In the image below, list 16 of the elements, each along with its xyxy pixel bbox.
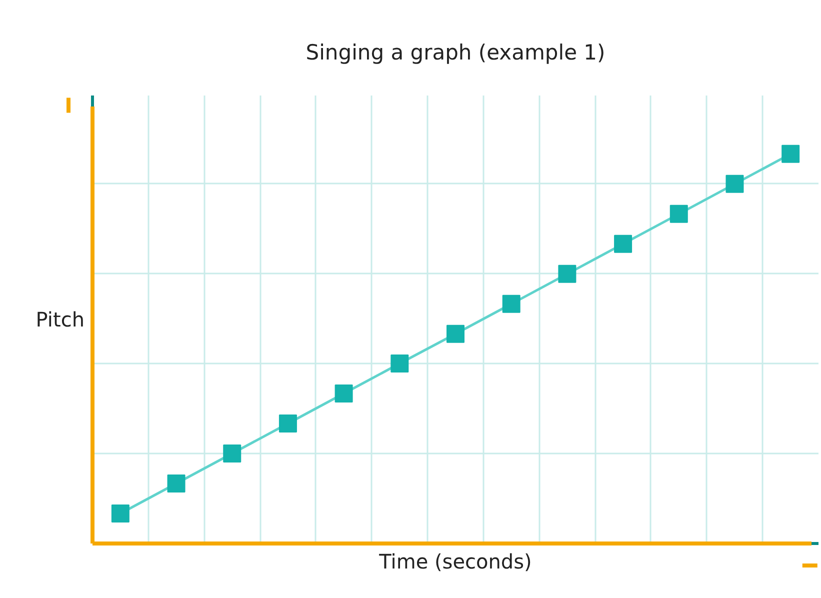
point <box>446 324 464 343</box>
point <box>390 354 409 373</box>
point <box>502 294 520 313</box>
point <box>670 204 688 223</box>
point <box>334 384 353 403</box>
x-axis-title: Time (seconds) <box>378 550 532 574</box>
point <box>558 264 576 283</box>
point <box>726 174 744 193</box>
point <box>782 144 800 163</box>
point <box>111 504 130 523</box>
point <box>278 414 297 433</box>
chart-title: Singing a graph (example 1) <box>306 40 606 64</box>
y-axis-title: Pitch <box>36 308 85 332</box>
point <box>223 444 242 463</box>
point <box>167 474 186 493</box>
point <box>614 234 632 253</box>
